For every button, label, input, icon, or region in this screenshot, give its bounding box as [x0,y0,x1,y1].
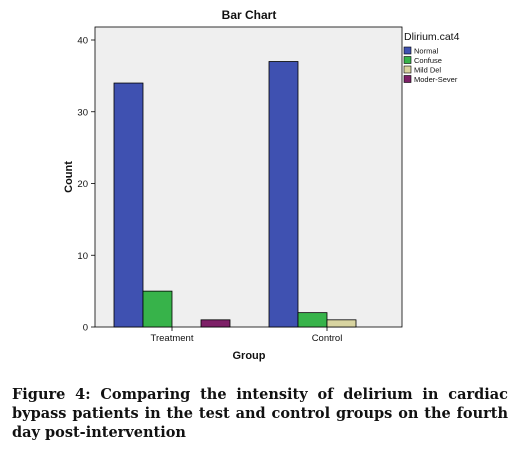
bar-control-confuse [297,312,328,328]
x-axis: Treatment Control [151,327,343,344]
bars [113,61,357,328]
y-axis: 0 10 20 30 40 [77,36,95,334]
plot-area [94,26,403,328]
bar-treatment-confuse [142,290,173,328]
y-tick-label: 20 [77,179,88,190]
y-axis-label: Count [63,161,75,193]
legend-entry: Mild Del [414,66,441,75]
bar-treatment-moder-sever [200,319,231,328]
x-tick-label-control: Control [312,333,343,344]
figure-caption: Figure 4: Comparing the intensity of del… [12,386,508,441]
chart-title: Bar Chart [222,8,277,22]
bar-treatment-normal [113,82,144,328]
y-tick-label: 10 [77,251,88,262]
legend-swatch [403,46,412,55]
bar-chart: Bar Chart 0 10 20 30 40 Treatment Control Cou… [63,8,460,362]
legend-swatch [403,65,412,74]
legend-swatch [403,75,412,83]
y-tick-label: 0 [83,323,88,334]
bar-control-mild-del [326,319,357,328]
y-tick-label: 30 [77,107,88,118]
x-axis-label: Group [233,350,266,362]
legend-entry: Moder-Sever [414,75,458,84]
legend-entry: Normal [414,47,439,56]
legend-swatch [403,56,412,64]
bar-control-normal [268,61,299,328]
y-tick-label: 40 [77,36,88,47]
legend-entry: Confuse [414,56,442,65]
legend-title: Dlirium.cat4 [404,31,460,43]
x-tick-label-treatment: Treatment [151,333,194,344]
